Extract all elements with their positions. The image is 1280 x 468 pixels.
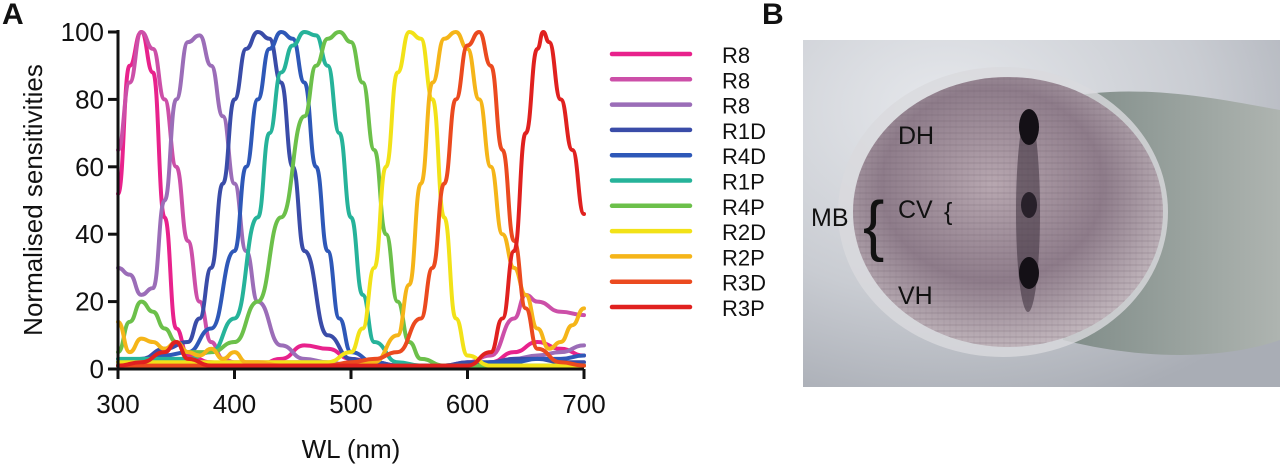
- panel-letter-b: B: [762, 0, 784, 31]
- series-line-r3d-9: [116, 30, 586, 368]
- x-axis-title: WL (nm): [302, 434, 401, 464]
- x-tick-label: 300: [96, 389, 139, 419]
- brace-cv: {: [944, 198, 952, 226]
- legend-label: R2D: [722, 220, 766, 245]
- label-mb: MB: [811, 204, 849, 232]
- y-axis-title: Normalised sensitivities: [18, 64, 48, 336]
- legend-label: R4P: [722, 195, 765, 220]
- series-line-r8-1: [116, 30, 586, 368]
- label-cv: CV: [898, 196, 933, 224]
- x-tick-label: 600: [446, 389, 489, 419]
- label-dh: DH: [898, 122, 934, 150]
- series-line-r2p-8: [116, 30, 586, 368]
- series-line-r1p-5: [116, 30, 586, 368]
- legend-label: R8: [722, 43, 750, 68]
- y-tick-label: 0: [90, 354, 104, 384]
- y-tick-label: 60: [75, 152, 104, 182]
- x-tick-label: 500: [329, 389, 372, 419]
- legend-label: R4D: [722, 144, 766, 169]
- axes: 0 20 40 60 80 100 300 400 500 600 700: [61, 17, 606, 419]
- panel-letter-a: A: [2, 0, 24, 31]
- series-line-r2d-7: [116, 30, 586, 368]
- ommatidia-texture: [853, 77, 1163, 347]
- eye-photo: DH CV { MB { VH: [803, 40, 1280, 387]
- x-tick-label: 700: [562, 389, 605, 419]
- legend-label: R2P: [722, 245, 765, 270]
- series-line-r4p-6: [116, 30, 586, 368]
- series-line-r4d-4: [116, 30, 586, 368]
- legend-label: R1D: [722, 119, 766, 144]
- series-line-r8-2: [116, 33, 586, 368]
- y-tick-label: 80: [75, 84, 104, 114]
- brace-mb: {: [863, 187, 884, 262]
- y-tick-label: 40: [75, 219, 104, 249]
- sensitivity-chart: 0 20 40 60 80 100 300 400 500 600 700 WL (nm) Norm…: [18, 17, 766, 464]
- legend-label: R1P: [722, 170, 765, 195]
- y-tick-label: 100: [61, 17, 104, 47]
- legend-label: R8: [722, 68, 750, 93]
- series-line-r3p-10: [116, 30, 586, 368]
- plot-lines: [116, 30, 586, 368]
- pseudopupil-mid: [1021, 192, 1037, 218]
- pseudopupil-ventral: [1019, 257, 1039, 289]
- label-vh: VH: [898, 282, 933, 310]
- x-tick-label: 400: [213, 389, 256, 419]
- legend-label: R3D: [722, 271, 766, 296]
- eye-photo-drawing: DH CV { MB { VH: [803, 40, 1280, 387]
- series-line-r1d-3: [116, 30, 586, 368]
- legend-label: R8: [722, 94, 750, 119]
- y-tick-label: 20: [75, 287, 104, 317]
- legend-label: R3P: [722, 296, 765, 321]
- series-line-r8-0: [116, 30, 586, 368]
- pseudopupil-dorsal: [1019, 109, 1039, 145]
